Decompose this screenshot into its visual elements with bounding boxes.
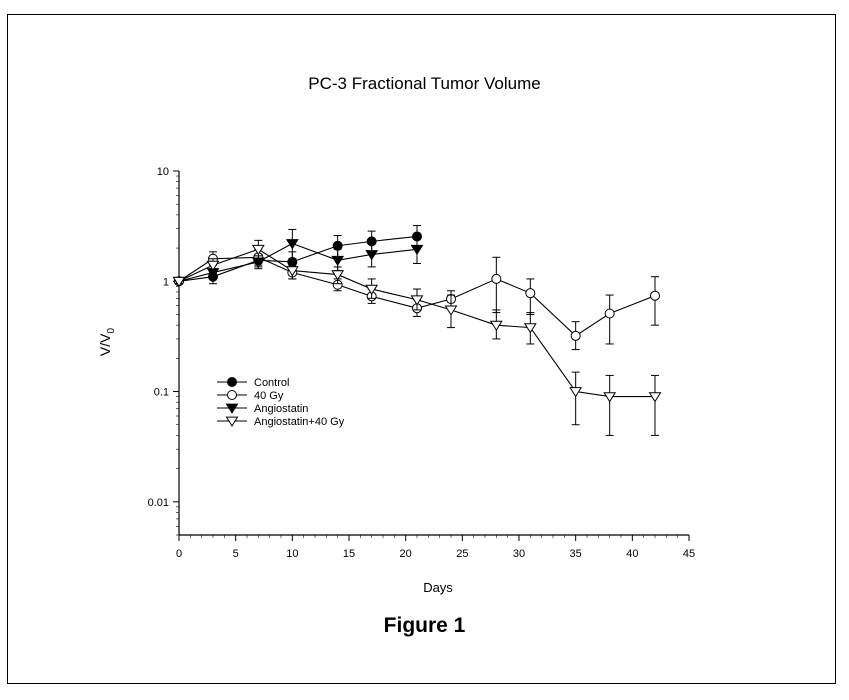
data-point — [525, 288, 536, 299]
figure-frame — [7, 14, 836, 684]
x-axis-label: Days — [423, 580, 453, 595]
x-tick-label: 20 — [400, 548, 412, 560]
y-tick-label: 10 — [157, 166, 169, 178]
x-tick-label: 40 — [626, 548, 638, 560]
y-axis-label-subscript: 0 — [106, 327, 117, 333]
x-tick-label: 0 — [176, 548, 182, 560]
legend-marker — [225, 403, 239, 414]
legend-label: Angiostatin — [254, 403, 308, 415]
legend-marker — [227, 390, 237, 400]
x-tick-label: 5 — [233, 548, 239, 560]
data-point — [570, 330, 581, 341]
chart-title: PC-3 Fractional Tumor Volume — [308, 74, 541, 93]
x-tick-label: 10 — [286, 548, 298, 560]
series-line — [178, 248, 655, 398]
data-point — [523, 323, 537, 334]
data-point — [410, 295, 424, 306]
data-point — [491, 273, 502, 284]
data-point — [569, 387, 583, 398]
series-3 — [172, 239, 662, 436]
chart-axes: 0 5 10 15 20 25 30 35 40 45 0.01 0.1 1 10 — [148, 166, 696, 560]
data-point — [285, 266, 299, 277]
y-tick-label: 0.01 — [148, 497, 169, 509]
data-point — [648, 392, 662, 403]
data-point — [172, 276, 186, 288]
y-axis-label: V/V0 — [97, 327, 117, 356]
data-point — [285, 239, 299, 250]
x-tick-label: 35 — [570, 548, 582, 560]
data-point — [604, 308, 615, 319]
x-tick-label: 30 — [513, 548, 525, 560]
data-point — [331, 255, 345, 267]
y-tick-label: 0.1 — [154, 387, 169, 399]
legend-label: 40 Gy — [254, 390, 284, 402]
x-tick-label: 45 — [683, 548, 695, 560]
y-axis-label-main: V/V — [97, 333, 113, 356]
data-point — [251, 244, 265, 256]
data-point — [444, 305, 458, 316]
data-point — [206, 260, 220, 272]
x-tick-label: 25 — [456, 548, 468, 560]
data-point — [410, 244, 424, 256]
legend-marker — [225, 416, 239, 427]
data-point — [365, 284, 379, 295]
data-point — [331, 270, 345, 281]
legend-label: Control — [254, 377, 289, 389]
legend-marker — [227, 377, 237, 387]
legend-label: Angiostatin+40 Gy — [254, 416, 345, 428]
chart-series — [172, 225, 662, 436]
x-tick-label: 15 — [343, 548, 355, 560]
data-point — [489, 320, 503, 332]
figure-caption: Figure 1 — [383, 614, 466, 637]
data-point — [365, 250, 379, 261]
y-tick-label: 1 — [163, 276, 169, 288]
data-point — [650, 290, 660, 301]
data-point — [603, 392, 617, 403]
